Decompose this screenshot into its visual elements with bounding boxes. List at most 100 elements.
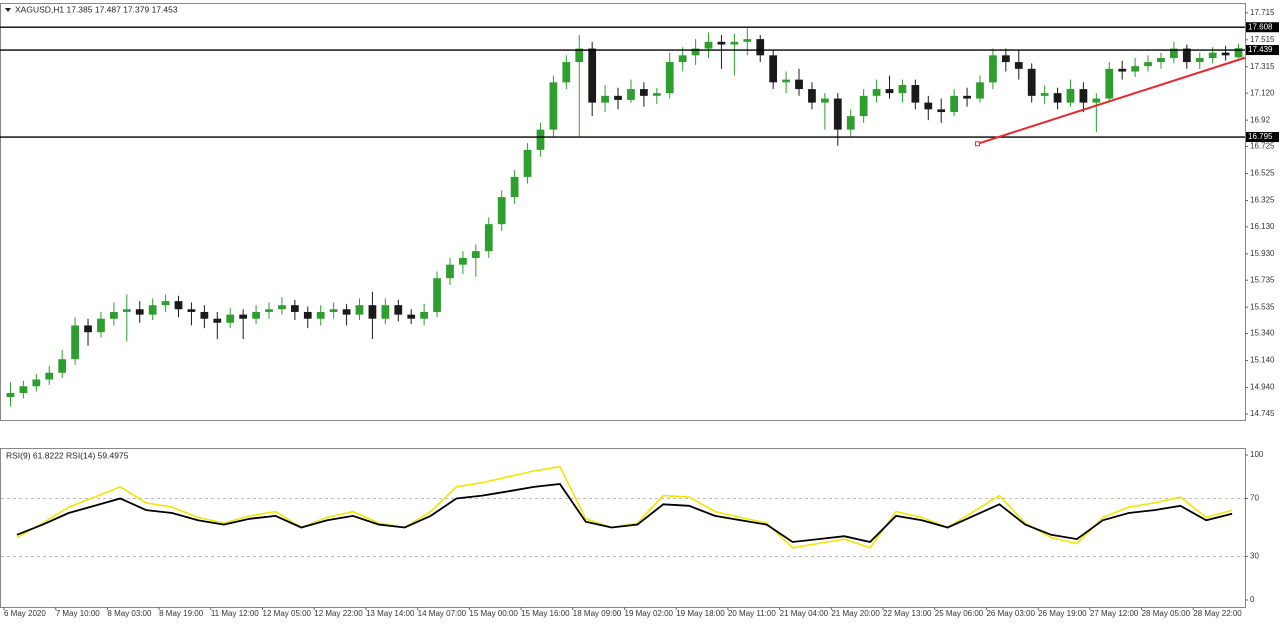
level-label: 17.608 [1248, 22, 1273, 31]
menu-triangle [5, 8, 11, 12]
candle-body [420, 311, 429, 319]
y-tick-label: 16.725 [1250, 142, 1275, 151]
candle-body [808, 89, 816, 103]
candle-body [1040, 93, 1049, 96]
x-tick-label: 8 May 19:00 [159, 609, 204, 618]
candle-body [601, 95, 609, 103]
y-tick-label: 15.535 [1250, 302, 1275, 311]
x-tick-label: 8 May 03:00 [107, 609, 152, 618]
candle-body [329, 309, 338, 312]
x-tick-label: 15 May 00:00 [469, 609, 518, 618]
candle-body [782, 79, 790, 83]
candle-body [885, 89, 894, 94]
candle-body [226, 314, 235, 323]
candle-body [523, 149, 532, 177]
x-tick-label: 14 May 07:00 [418, 609, 467, 618]
y-tick-label: 14.940 [1250, 383, 1275, 392]
candle-body [135, 309, 144, 315]
candle-body [937, 109, 946, 113]
x-tick-label: 26 May 19:00 [1038, 609, 1087, 618]
y-tick-label: 17.715 [1250, 8, 1275, 17]
x-tick-label: 26 May 03:00 [986, 609, 1035, 618]
candle-body [32, 379, 41, 387]
level-label-box [1246, 22, 1279, 33]
candle-body [381, 305, 390, 319]
chart-header: XAGUSD,H1 17.385 17.487 17.379 17.453 [15, 4, 178, 14]
candle-body [497, 197, 506, 225]
candle-body [1182, 48, 1191, 63]
candle-body [1079, 89, 1088, 103]
candle-body [976, 82, 984, 99]
candle-body [407, 314, 416, 319]
x-tick-label: 25 May 06:00 [935, 609, 984, 618]
rsi-header: RSI(9) 61.8222 RSI(14) 59.4975 [6, 450, 129, 460]
candle-body [1014, 62, 1023, 69]
y-tick-label: 15.140 [1250, 356, 1275, 365]
rsi-y-tick-label: 70 [1250, 494, 1259, 503]
candle-body [433, 278, 441, 312]
candle-body [122, 309, 131, 312]
candle-body [911, 85, 920, 103]
rsi-line [16, 483, 1233, 543]
candle-body [1027, 68, 1036, 96]
candle-body [614, 95, 622, 100]
candle-body [575, 48, 584, 63]
candle-body [1001, 55, 1010, 63]
trendline-anchor [974, 141, 980, 147]
candle-body [110, 311, 118, 319]
candle-body [665, 62, 674, 94]
candle-body [19, 386, 28, 393]
y-tick-label: 17.515 [1250, 35, 1275, 44]
candle-body [45, 372, 54, 380]
candle-body [872, 89, 881, 96]
candle-body [290, 305, 299, 312]
x-tick-label: 27 May 12:00 [1090, 609, 1139, 618]
candle-body [627, 89, 635, 100]
x-tick-label: 12 May 22:00 [314, 609, 363, 618]
candle-body [536, 129, 545, 150]
candle-body [833, 98, 842, 130]
candle-body [859, 95, 868, 117]
y-tick-label: 16.325 [1250, 196, 1275, 205]
y-tick-label: 15.735 [1250, 275, 1275, 284]
candle-body [446, 264, 454, 279]
x-tick-label: 12 May 05:00 [263, 609, 312, 618]
candle-body [265, 309, 273, 312]
candle-body [161, 301, 170, 306]
candle-body [368, 305, 377, 319]
x-tick-label: 21 May 20:00 [831, 609, 880, 618]
candle-body [820, 98, 829, 103]
trendline [977, 56, 1246, 145]
candle-body [756, 39, 765, 56]
candle-body [898, 85, 907, 94]
y-tick-label: 14.745 [1250, 409, 1275, 418]
candle-body [640, 89, 648, 96]
candle-body [1157, 58, 1165, 63]
level-label-box [1246, 45, 1279, 56]
x-tick-label: 15 May 16:00 [521, 609, 570, 618]
candle-body [471, 251, 480, 258]
candle-body [1234, 48, 1243, 58]
candle-body [148, 305, 157, 315]
candle-body [484, 224, 493, 252]
candle-body [71, 325, 79, 360]
candle-body [652, 93, 661, 96]
main-panel [0, 3, 1246, 421]
rsi-y-tick-label: 30 [1250, 552, 1259, 561]
candle-body [200, 311, 209, 319]
y-tick-label: 15.340 [1250, 329, 1275, 338]
candle-body [303, 311, 312, 319]
x-tick-label: 21 May 04:00 [780, 609, 829, 618]
candle-body [743, 39, 752, 42]
candle-body [989, 55, 997, 83]
candle-body [174, 301, 183, 310]
x-tick-label: 28 May 05:00 [1142, 609, 1191, 618]
x-tick-label: 19 May 02:00 [625, 609, 674, 618]
candle-body [1066, 89, 1075, 103]
candle-body [924, 102, 933, 110]
candle-body [459, 257, 467, 265]
candle-body [84, 325, 92, 333]
rsi-y-tick-label: 0 [1250, 595, 1255, 604]
level-label: 16.795 [1248, 132, 1273, 141]
candle-body [795, 79, 803, 90]
